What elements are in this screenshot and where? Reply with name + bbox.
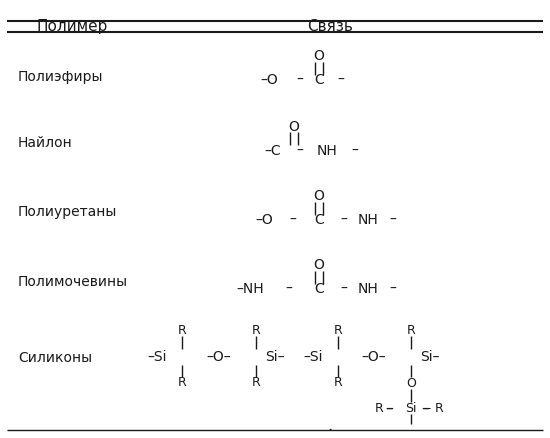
Text: NH: NH bbox=[358, 282, 378, 296]
Text: C: C bbox=[314, 213, 323, 227]
Text: –C: –C bbox=[264, 144, 280, 158]
Text: –: – bbox=[290, 213, 296, 227]
Text: NH: NH bbox=[358, 213, 378, 227]
Text: Силиконы: Силиконы bbox=[18, 351, 92, 365]
Text: R: R bbox=[333, 376, 342, 389]
Text: O: O bbox=[314, 189, 324, 203]
Text: –O–: –O– bbox=[362, 350, 386, 364]
Text: R: R bbox=[406, 324, 415, 337]
Text: R: R bbox=[251, 324, 260, 337]
Text: O: O bbox=[289, 120, 300, 134]
Text: .: . bbox=[327, 417, 332, 435]
Text: –: – bbox=[389, 213, 396, 227]
Text: C: C bbox=[314, 73, 323, 87]
Text: –O: –O bbox=[261, 73, 278, 87]
Text: –: – bbox=[296, 73, 303, 87]
Text: O: O bbox=[406, 377, 416, 390]
Text: Полимер: Полимер bbox=[37, 19, 108, 34]
Text: R: R bbox=[251, 376, 260, 389]
Text: C: C bbox=[314, 282, 323, 296]
Text: Найлон: Найлон bbox=[18, 136, 73, 150]
Text: –NH: –NH bbox=[236, 282, 264, 296]
Text: –: – bbox=[389, 282, 396, 296]
Text: Полиуретаны: Полиуретаны bbox=[18, 205, 117, 219]
Text: NH: NH bbox=[317, 144, 337, 158]
Text: –: – bbox=[387, 402, 393, 415]
Text: Si–: Si– bbox=[420, 350, 439, 364]
Text: O: O bbox=[314, 258, 324, 272]
Text: R: R bbox=[435, 402, 443, 415]
Text: Полиэфиры: Полиэфиры bbox=[18, 70, 103, 84]
Text: –: – bbox=[296, 144, 303, 158]
Text: R: R bbox=[178, 376, 186, 389]
Text: R: R bbox=[375, 402, 383, 415]
Text: R: R bbox=[178, 324, 186, 337]
Text: –O–: –O– bbox=[207, 350, 232, 364]
Text: –Si: –Si bbox=[147, 350, 167, 364]
Text: –: – bbox=[351, 144, 358, 158]
Text: –O: –O bbox=[255, 213, 273, 227]
Text: Si: Si bbox=[405, 402, 416, 415]
Text: –Si: –Si bbox=[304, 350, 323, 364]
Text: –: – bbox=[285, 282, 292, 296]
Text: –: – bbox=[424, 402, 430, 415]
Text: Si–: Si– bbox=[265, 350, 285, 364]
Text: R: R bbox=[333, 324, 342, 337]
Text: Связь: Связь bbox=[307, 19, 353, 34]
Text: –: – bbox=[337, 73, 344, 87]
Text: Полимочевины: Полимочевины bbox=[18, 275, 128, 289]
Text: O: O bbox=[314, 49, 324, 63]
Text: –: – bbox=[340, 282, 347, 296]
Text: –: – bbox=[340, 213, 347, 227]
